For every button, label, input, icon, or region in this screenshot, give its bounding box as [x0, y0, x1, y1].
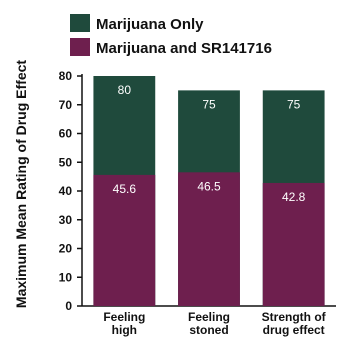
y-tick-label: 50 [59, 155, 73, 169]
plot-area: 0 10 20 30 40 50 60 70 80 80 45.6 Feeling high 75 46.5… [59, 69, 336, 337]
bar-marijuana-and-sr141716-strength-of-drug-effect [262, 182, 325, 306]
x-category-label-strength-of-drug-effect: Strength of drug effect [262, 310, 327, 337]
legend-label-marijuana-only: Marijuana Only [96, 16, 204, 33]
y-tick-label: 20 [59, 242, 73, 256]
bar-marijuana-and-sr141716-feeling-stoned [178, 172, 240, 306]
bar-marijuana-and-sr141716-feeling-high [93, 174, 156, 306]
y-axis-title: Maximum Mean Rating of Drug Effect [13, 60, 29, 308]
y-tick-label: 80 [59, 69, 73, 83]
legend-label-marijuana-and-sr141716: Marijuana and SR141716 [96, 40, 272, 57]
data-label-marijuana-and-sr141716-feeling-stoned: 46.5 [197, 179, 221, 193]
data-label-marijuana-only-strength-of-drug-effect: 75 [287, 97, 301, 111]
legend-swatch-marijuana-only [70, 14, 90, 32]
data-label-marijuana-and-sr141716-strength-of-drug-effect: 42.8 [282, 190, 306, 204]
data-label-marijuana-only-feeling-high: 80 [118, 83, 132, 97]
data-label-marijuana-only-feeling-stoned: 75 [202, 97, 216, 111]
y-tick-label: 40 [59, 184, 73, 198]
y-tick-label: 0 [65, 299, 72, 313]
y-tick-label: 70 [59, 98, 73, 112]
y-tick-label: 30 [59, 213, 73, 227]
x-category-label-feeling-stoned: Feeling stoned [188, 310, 230, 337]
x-category-label-feeling-high: Feeling high [103, 310, 145, 337]
y-tick-label: 10 [59, 270, 73, 284]
legend-swatch-marijuana-and-sr141716 [70, 38, 90, 56]
legend: Marijuana Only Marijuana and SR141716 [70, 14, 272, 57]
y-tick-label: 60 [59, 127, 73, 141]
data-label-marijuana-and-sr141716-feeling-high: 45.6 [113, 182, 137, 196]
